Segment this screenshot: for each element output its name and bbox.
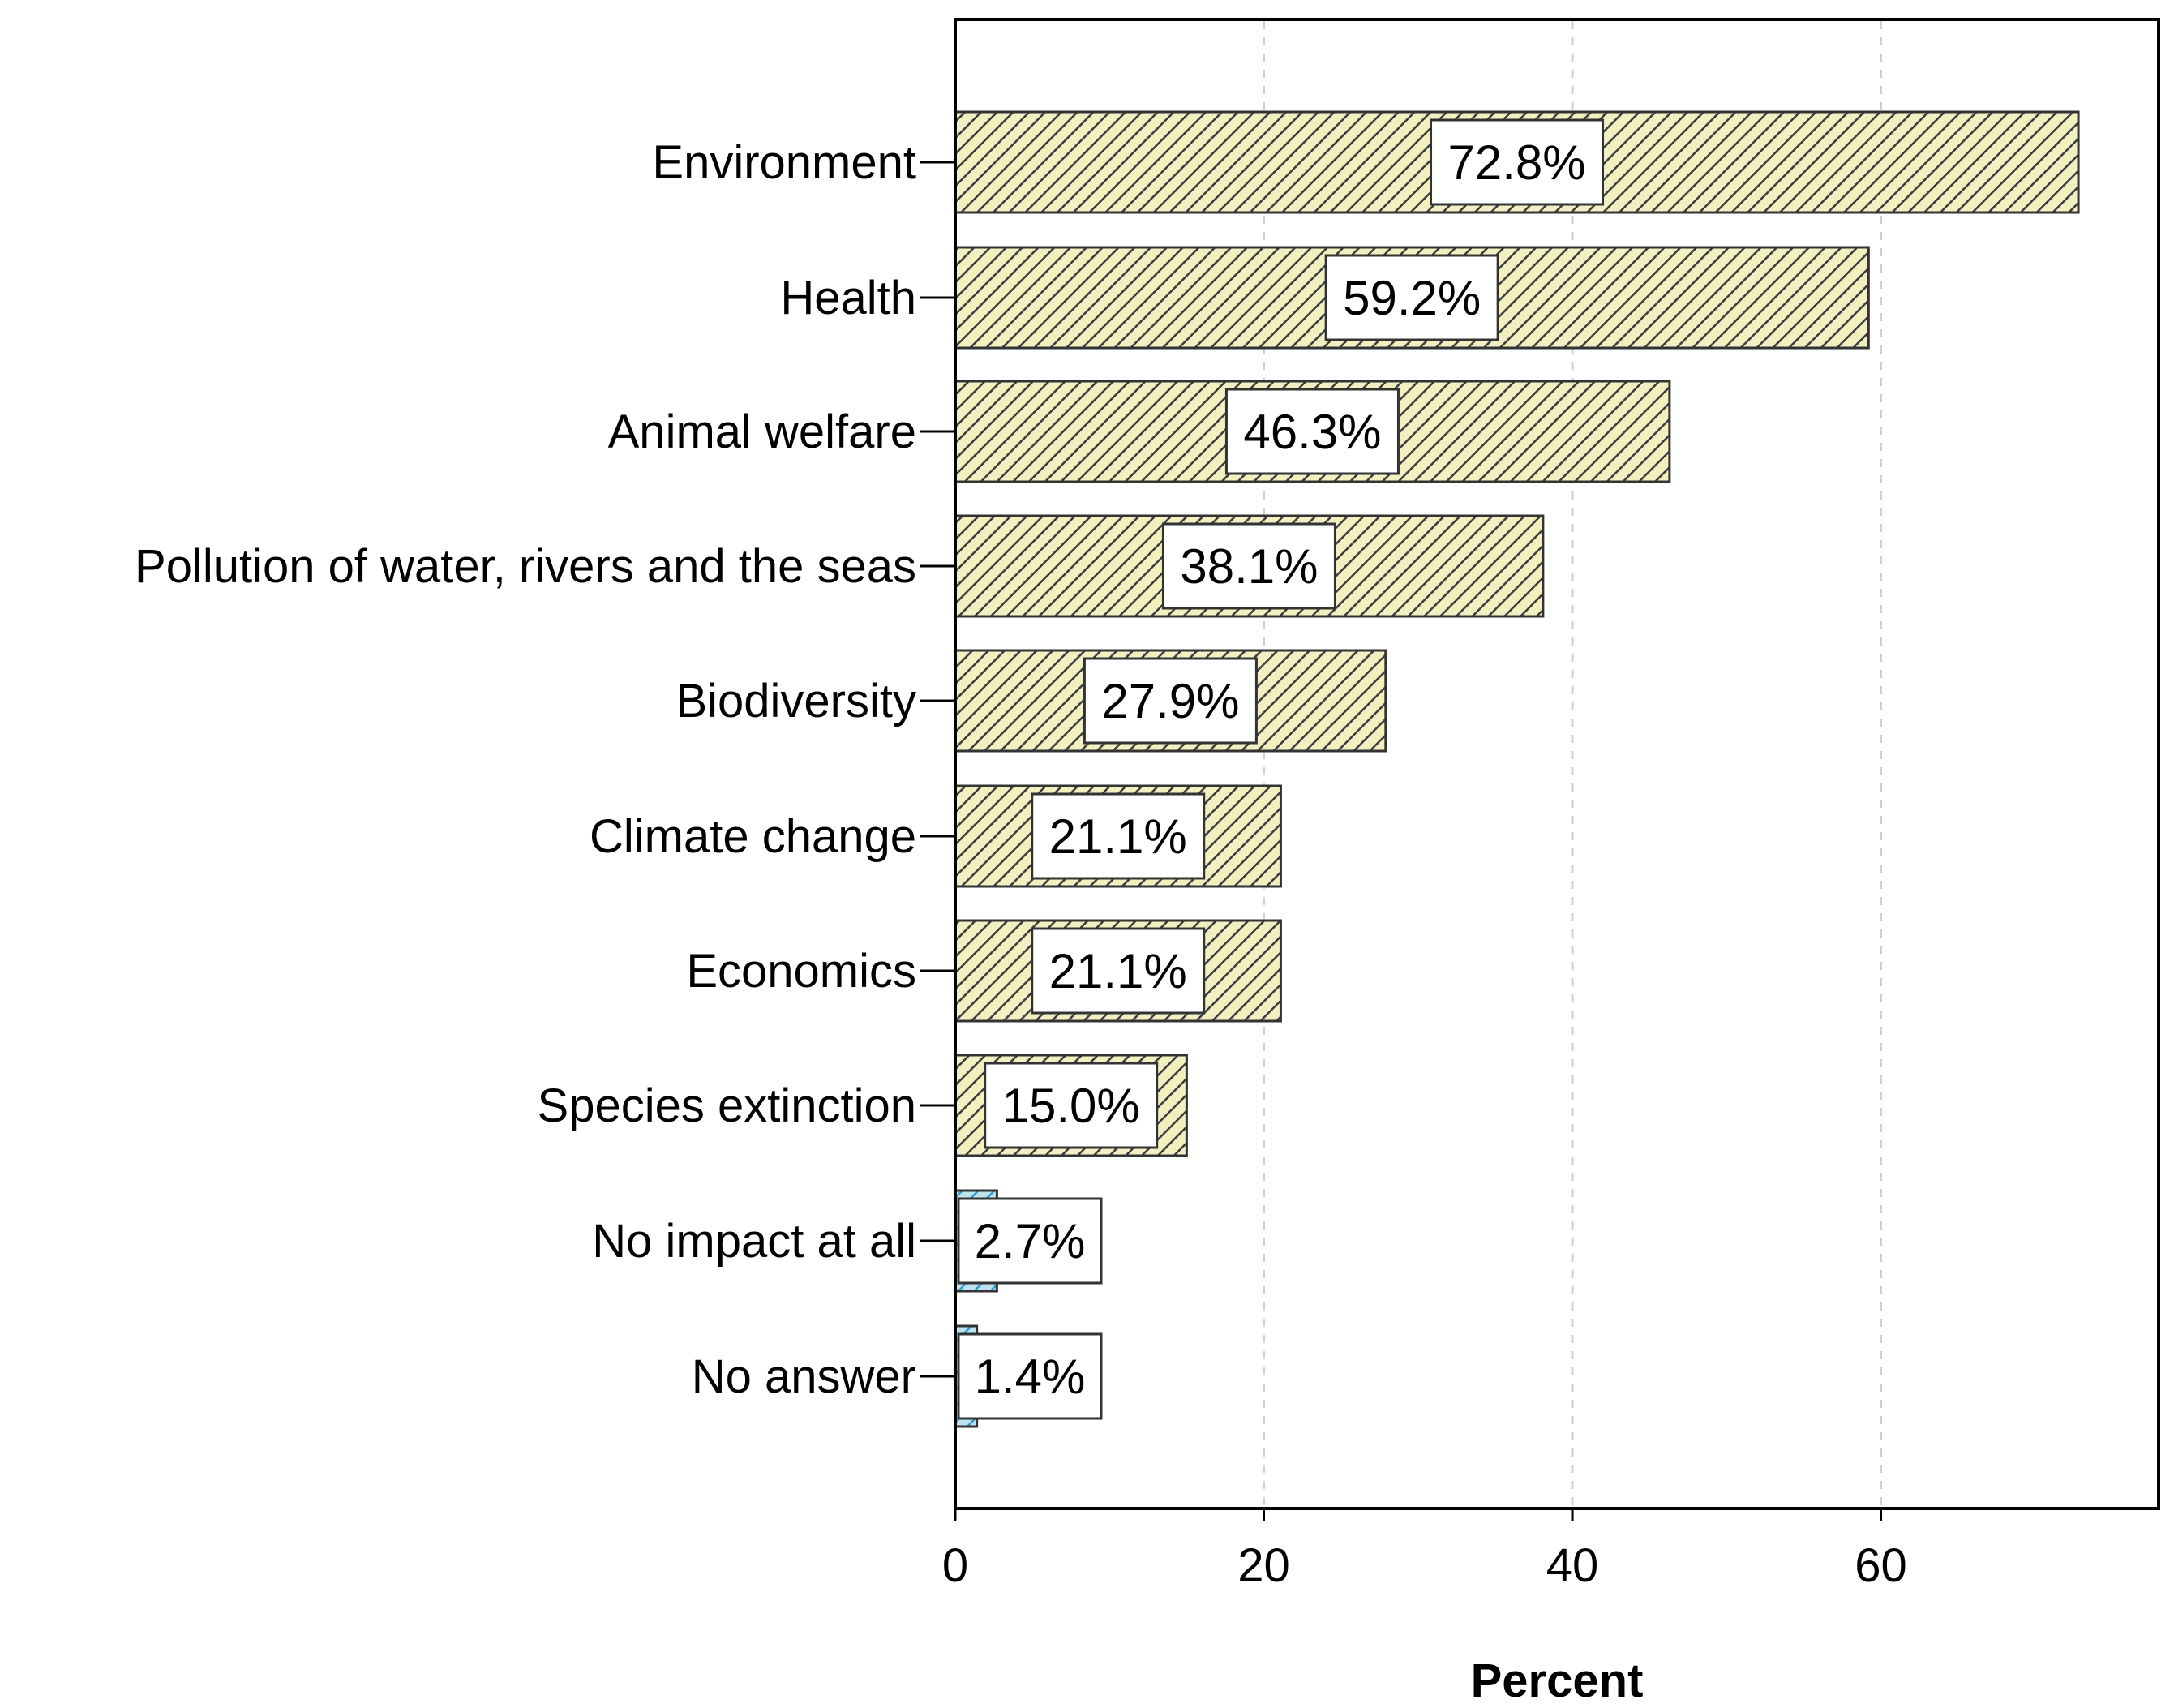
category-label-climate-change: Climate change	[590, 810, 916, 863]
x-tick-label-20: 20	[1237, 1539, 1290, 1592]
data-label-text: 21.1%	[1049, 809, 1187, 864]
data-label-text: 38.1%	[1180, 539, 1318, 594]
data-label-2: 59.2%	[1324, 254, 1499, 341]
data-label-9: 2.7%	[957, 1197, 1103, 1285]
data-label-box	[957, 1332, 1103, 1420]
data-label-1: 72.8%	[1430, 118, 1605, 206]
data-label-text: 72.8%	[1447, 135, 1585, 190]
x-tick-label-0: 0	[942, 1539, 968, 1592]
data-label-3: 46.3%	[1224, 388, 1400, 475]
plot-frame	[954, 18, 2160, 1510]
data-label-box	[1430, 118, 1605, 206]
category-label-no-answer: No answer	[692, 1350, 916, 1403]
data-label-box	[1161, 522, 1336, 610]
data-label-6: 21.1%	[1031, 792, 1206, 880]
data-label-text: 21.1%	[1049, 944, 1187, 998]
x-tick-label-60: 60	[1855, 1539, 1907, 1592]
data-label-8: 15.0%	[984, 1062, 1159, 1149]
data-labels: 72.8% 59.2% 46.3% 38.1% 27.9% 21.1% 21.1% 15.0%…	[957, 118, 1605, 1420]
data-label-7: 21.1%	[1031, 927, 1206, 1015]
category-label-no-impact-at-all: No impact at all	[592, 1215, 916, 1268]
data-label-box	[1224, 388, 1400, 475]
x-axis-title: Percent	[1471, 1654, 1644, 1707]
data-label-box	[1324, 254, 1499, 341]
bars	[954, 110, 2080, 1428]
data-label-text: 1.4%	[975, 1350, 1086, 1404]
data-label-box	[1031, 792, 1206, 880]
category-label-health: Health	[780, 272, 916, 324]
category-label-economics: Economics	[686, 945, 916, 998]
data-label-text: 46.3%	[1243, 405, 1381, 459]
category-labels: Environment Health Animal welfare Pollution…	[135, 136, 955, 1403]
data-label-box	[1031, 927, 1206, 1015]
data-label-10: 1.4%	[957, 1332, 1103, 1420]
category-label-biodiversity: Biodiversity	[675, 675, 916, 727]
data-label-text: 27.9%	[1101, 674, 1239, 728]
data-label-4: 38.1%	[1161, 522, 1336, 610]
data-label-box	[1083, 657, 1258, 745]
data-label-box	[957, 1197, 1103, 1285]
gridlines	[1263, 21, 1883, 1507]
category-label-species-extinction: Species extinction	[538, 1079, 916, 1132]
category-label-environment: Environment	[652, 136, 916, 189]
data-label-text: 2.7%	[975, 1214, 1086, 1268]
category-label-pollution-of-water-rivers-and-the-seas: Pollution of water, rivers and the seas	[135, 540, 916, 593]
axis-ticks: 0 20 40 60	[942, 1508, 1907, 1592]
data-label-text: 15.0%	[1002, 1079, 1140, 1133]
data-label-text: 59.2%	[1343, 271, 1481, 325]
data-label-5: 27.9%	[1083, 657, 1258, 745]
data-label-box	[984, 1062, 1159, 1149]
x-tick-label-40: 40	[1546, 1539, 1599, 1592]
category-label-animal-welfare: Animal welfare	[608, 406, 916, 458]
